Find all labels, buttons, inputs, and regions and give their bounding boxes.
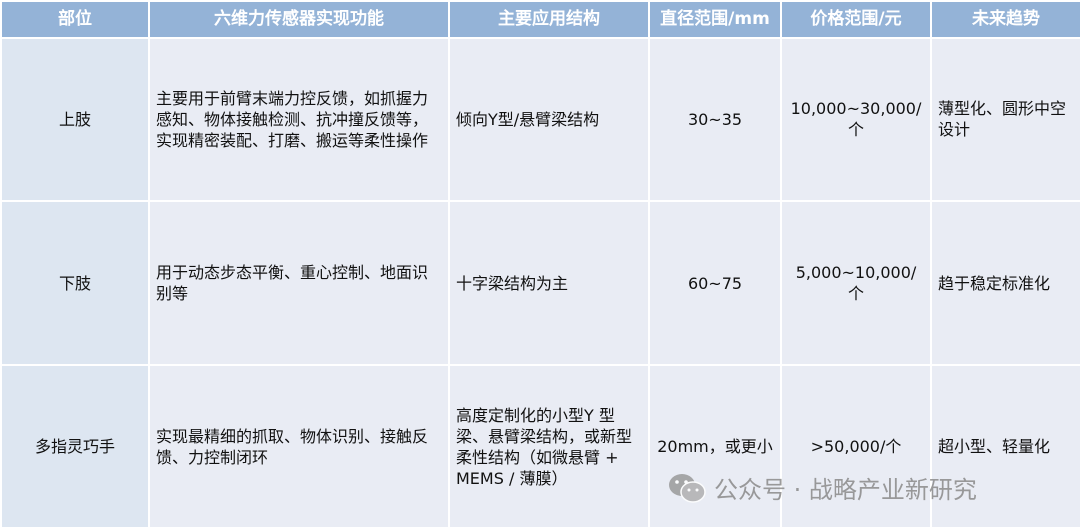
cell-diameter: 30~35 — [648, 37, 782, 202]
header-trend: 未来趋势 — [930, 0, 1080, 40]
header-function: 六维力传感器实现功能 — [148, 0, 450, 40]
cell-part: 上肢 — [0, 37, 150, 202]
watermark-text: 公众号 · 战略产业新研究 — [714, 476, 977, 504]
cell-trend: 超小型、轻量化 — [930, 364, 1080, 529]
cell-function: 主要用于前臂末端力控反馈，如抓握力感知、物体接触检测、抗冲撞反馈等，实现精密装配… — [148, 37, 450, 202]
header-part: 部位 — [0, 0, 150, 40]
cell-diameter: 20mm，或更小 — [648, 364, 782, 529]
cell-structure: 高度定制化的小型Y 型梁、悬臂梁结构，或新型柔性结构（如微悬臂 + MEMS /… — [448, 364, 650, 529]
cell-trend: 趋于稳定标准化 — [930, 199, 1080, 367]
wechat-icon — [669, 473, 706, 503]
cell-price: 10,000~30,000/个 — [780, 37, 932, 202]
header-price: 价格范围/元 — [780, 0, 932, 40]
table-row: 下肢 用于动态步态平衡、重心控制、地面识别等 十字梁结构为主 60~75 5,0… — [0, 199, 1080, 367]
cell-part: 多指灵巧手 — [0, 364, 150, 529]
table-row: 多指灵巧手 实现最精细的抓取、物体识别、接触反馈、力控制闭环 高度定制化的小型Y… — [0, 364, 1080, 529]
cell-structure: 十字梁结构为主 — [448, 199, 650, 367]
watermark: 公众号 · 战略产业新研究 — [668, 470, 977, 505]
cell-trend: 薄型化、圆形中空设计 — [930, 37, 1080, 202]
cell-function: 实现最精细的抓取、物体识别、接触反馈、力控制闭环 — [148, 364, 450, 529]
cell-price: >50,000/个 — [780, 364, 932, 529]
header-diameter: 直径范围/mm — [648, 0, 782, 40]
cell-function: 用于动态步态平衡、重心控制、地面识别等 — [148, 199, 450, 367]
header-structure: 主要应用结构 — [448, 0, 650, 40]
cell-diameter: 60~75 — [648, 199, 782, 367]
cell-price: 5,000~10,000/个 — [780, 199, 932, 367]
header-row: 部位 六维力传感器实现功能 主要应用结构 直径范围/mm 价格范围/元 未来趋势 — [0, 0, 1080, 40]
cell-part: 下肢 — [0, 199, 150, 367]
table-row: 上肢 主要用于前臂末端力控反馈，如抓握力感知、物体接触检测、抗冲撞反馈等，实现精… — [0, 37, 1080, 202]
cell-structure: 倾向Y型/悬臂梁结构 — [448, 37, 650, 202]
